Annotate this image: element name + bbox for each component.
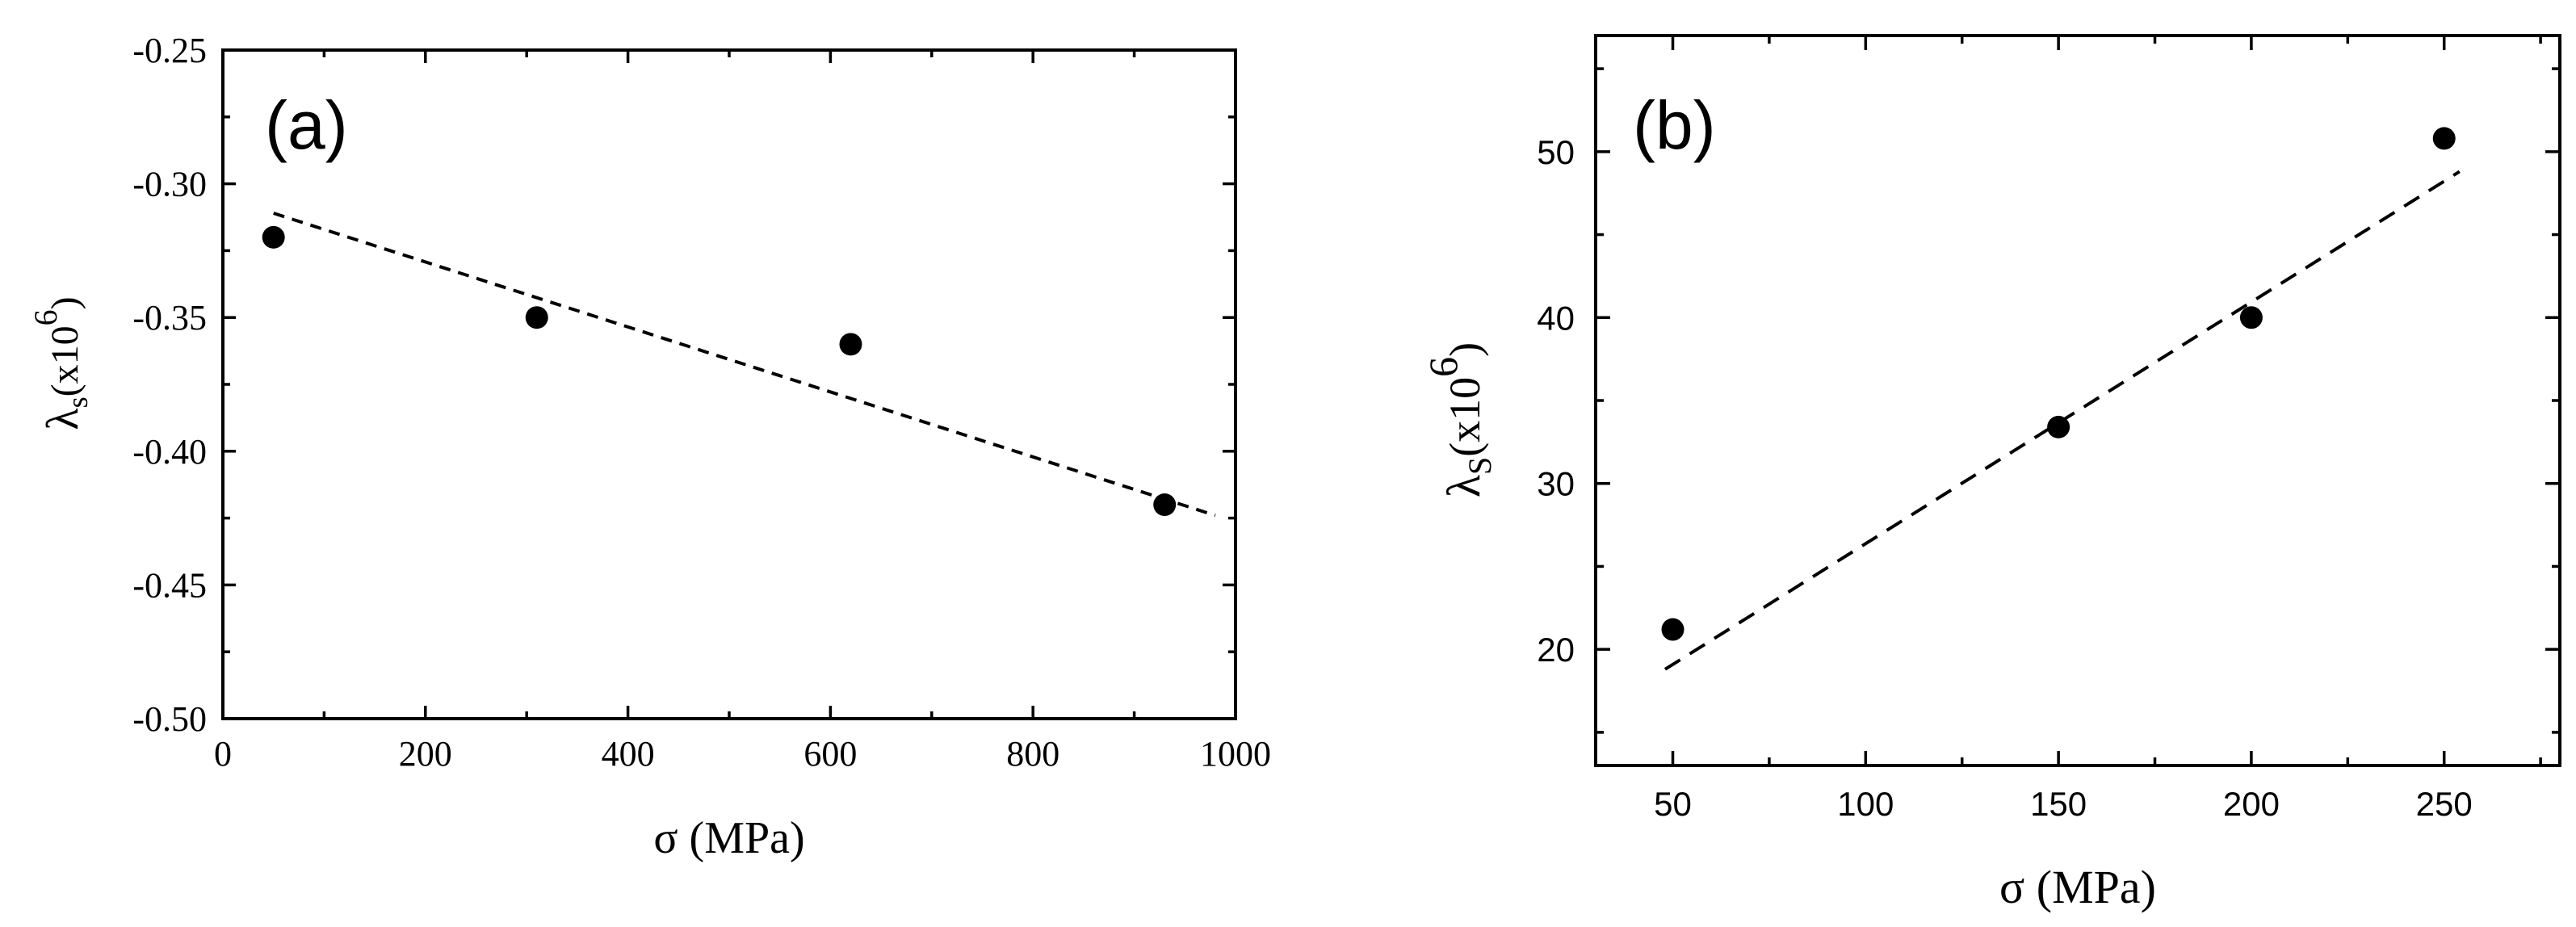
panel-a-y-tick-label: -0.50 (132, 699, 207, 739)
panel-a-fit-line (273, 212, 1216, 518)
panel-a-x-tick-label: 200 (399, 734, 452, 774)
panel-b-x-tick-label: 100 (1837, 785, 1894, 823)
panel-a-data-points (262, 225, 1177, 517)
panel-a-label: (a) (265, 87, 348, 163)
panel-b-plot-frame (1594, 34, 2561, 767)
panel-b-data-point (2047, 415, 2070, 438)
panel-a-chart: 0 200 400 600 800 1000 -0.50-0.45-0.40-0.35-0… (27, 31, 1271, 863)
panel-b-x-tick-label: 250 (2416, 785, 2473, 823)
panel-b-label: (b) (1633, 87, 1716, 163)
panel-a-x-tick-label: 0 (214, 734, 232, 774)
panel-b-x-tick-label: 200 (2223, 785, 2280, 823)
panel-a-y-tick-label: -0.25 (132, 31, 207, 70)
panel-b-data-points (1661, 127, 2456, 641)
panel-a-y-title-symbol: λ (38, 408, 88, 430)
panel-a-data-point (1153, 493, 1177, 517)
panel-a-y-title-close: ) (44, 296, 86, 309)
panel-b-x-tick-labels: 50 100 150 200 250 (1654, 785, 2473, 823)
panel-b-y-axis-title: λS(x106) (1420, 342, 1498, 497)
panel-a-data-point (262, 225, 285, 249)
panel-b-y-tick-labels: 20 30 40 50 (1537, 133, 1575, 669)
panel-b-y-tick-label: 40 (1537, 299, 1575, 337)
panel-a-x-tick-label: 1000 (1200, 734, 1271, 774)
panel-a-y-title-subscript: s (61, 396, 94, 408)
panel-b-y-title-symbol: λ (1437, 475, 1490, 497)
panel-a-y-title-exponent: 6 (27, 309, 64, 325)
panel-b-y-tick-label: 20 (1537, 631, 1575, 669)
panel-b-data-point (2432, 127, 2456, 150)
panel-b-x-tick-label: 150 (2030, 785, 2087, 823)
panel-a-data-point (525, 306, 548, 329)
panel-b-x-tick-label: 50 (1654, 785, 1692, 823)
panel-a-x-tick-labels: 0 200 400 600 800 1000 (214, 734, 1271, 774)
panel-a-y-tick-label: -0.30 (132, 165, 207, 204)
panel-b-chart: 50 100 150 200 250 20 30 40 50 (b) σ (MPa) λS(x… (1420, 34, 2561, 913)
panel-b-y-title-close: ) (1441, 342, 1489, 357)
panel-b-ticks (1596, 36, 2560, 766)
panel-a-y-tick-labels: -0.50 -0.45 -0.40 -0.35 -0.30 -0.25 (132, 31, 207, 739)
panel-b-y-tick-label: 30 (1537, 465, 1575, 503)
panel-a-y-tick-label: -0.35 (132, 298, 207, 338)
panel-a-x-axis-title: σ (MPa) (653, 813, 804, 863)
panel-a-y-tick-label: -0.45 (132, 565, 207, 605)
panel-b-y-title-multiplier: (x10 (1441, 377, 1489, 457)
panel-a-fit-line-group (273, 212, 1216, 518)
panel-a-x-tick-label: 600 (803, 734, 857, 774)
panel-a-x-tick-label: 400 (602, 734, 655, 774)
panel-a-y-tick-label: -0.40 (132, 432, 207, 472)
panel-a-plot-frame (221, 48, 1237, 720)
panel-a-y-title-multiplier: (x10 (44, 325, 86, 396)
panel-b-data-point (2239, 306, 2263, 329)
panel-a-data-point (839, 333, 862, 356)
panel-b-x-axis-title: σ (MPa) (1999, 861, 2156, 913)
panel-b-y-title-subscript: S (1462, 457, 1498, 475)
panel-a-ticks (221, 48, 1237, 720)
panel-b-y-title-exponent: 6 (1420, 357, 1466, 377)
panel-a-x-tick-label: 800 (1006, 734, 1059, 774)
panel-a-y-axis-title: λs(x106) (27, 296, 94, 430)
panel-b-y-tick-label: 50 (1537, 133, 1575, 171)
panel-b-data-point (1661, 618, 1684, 641)
